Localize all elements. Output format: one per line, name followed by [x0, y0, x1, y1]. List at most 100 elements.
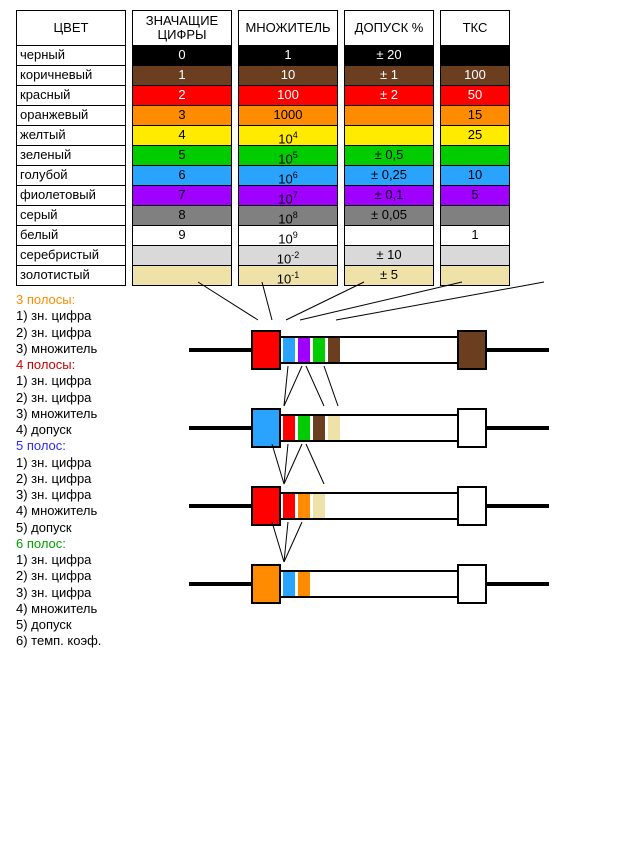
color-band	[283, 494, 295, 518]
endcap	[251, 564, 281, 604]
col-multiplier: МНОЖИТЕЛЬ 110100100010410510610710810910…	[238, 10, 338, 286]
multiplier-cell: 106	[238, 166, 338, 186]
legend-item: 5) допуск	[16, 617, 136, 633]
tkc-cell: 5	[440, 186, 510, 206]
digit-cell: 7	[132, 186, 232, 206]
digit-cell: 5	[132, 146, 232, 166]
resistor	[189, 478, 549, 534]
resistor-body	[281, 570, 457, 598]
digit-cell: 0	[132, 46, 232, 66]
lower-section: 3 полосы:1) зн. цифра2) зн. цифра3) множ…	[16, 292, 602, 650]
color-name: оранжевый	[16, 106, 126, 126]
tkc-cell: 50	[440, 86, 510, 106]
resistor	[189, 556, 549, 612]
legend-group-title: 5 полос:	[16, 438, 136, 454]
digit-cell: 8	[132, 206, 232, 226]
endcap	[251, 408, 281, 448]
multiplier-cell: 10-2	[238, 246, 338, 266]
multiplier-cell: 104	[238, 126, 338, 146]
tolerance-cell: ± 5	[344, 266, 434, 286]
digit-cell: 2	[132, 86, 232, 106]
legend-item: 1) зн. цифра	[16, 308, 136, 324]
digit-cell: 1	[132, 66, 232, 86]
color-band	[298, 572, 310, 596]
hdr-multiplier: МНОЖИТЕЛЬ	[238, 10, 338, 46]
color-name: серебристый	[16, 246, 126, 266]
col-color: ЦВЕТ черныйкоричневыйкрасныйоранжевыйжел…	[16, 10, 126, 286]
tkc-cell	[440, 46, 510, 66]
hdr-digits: ЗНАЧАЩИЕ ЦИФРЫ	[132, 10, 232, 46]
legend-item: 1) зн. цифра	[16, 373, 136, 389]
hdr-tkc: ТКС	[440, 10, 510, 46]
tkc-cell: 100	[440, 66, 510, 86]
legend-item: 6) темп. коэф.	[16, 633, 136, 649]
legend-group-title: 3 полосы:	[16, 292, 136, 308]
color-band	[298, 416, 310, 440]
color-band	[313, 416, 325, 440]
tkc-cell: 1	[440, 226, 510, 246]
lead	[189, 582, 251, 586]
multiplier-cell: 109	[238, 226, 338, 246]
color-name: золотистый	[16, 266, 126, 286]
tolerance-cell: ± 20	[344, 46, 434, 66]
color-name: серый	[16, 206, 126, 226]
lead	[487, 504, 549, 508]
tolerance-cell: ± 10	[344, 246, 434, 266]
color-band	[313, 338, 325, 362]
tkc-cell: 25	[440, 126, 510, 146]
color-band	[283, 572, 295, 596]
code-table: ЦВЕТ черныйкоричневыйкрасныйоранжевыйжел…	[16, 10, 602, 286]
multiplier-cell: 108	[238, 206, 338, 226]
digit-cell: 4	[132, 126, 232, 146]
tolerance-cell	[344, 126, 434, 146]
col-tolerance: ДОПУСК % ± 20± 1± 2± 0,5± 0,25± 0,1± 0,0…	[344, 10, 434, 286]
color-band	[283, 338, 295, 362]
endcap	[251, 486, 281, 526]
legend-item: 3) множитель	[16, 341, 136, 357]
color-band	[313, 494, 325, 518]
color-band	[298, 494, 310, 518]
endcap	[457, 330, 487, 370]
lead	[189, 504, 251, 508]
endcap	[251, 330, 281, 370]
color-name: зеленый	[16, 146, 126, 166]
endcap	[457, 408, 487, 448]
legend-item: 2) зн. цифра	[16, 568, 136, 584]
lead	[487, 348, 549, 352]
tkc-cell	[440, 146, 510, 166]
endcap	[457, 486, 487, 526]
color-name: красный	[16, 86, 126, 106]
tolerance-cell: ± 2	[344, 86, 434, 106]
multiplier-cell: 1	[238, 46, 338, 66]
resistor-diagrams	[136, 292, 602, 650]
col-tkc: ТКС 1005015251051	[440, 10, 510, 286]
digit-cell: 3	[132, 106, 232, 126]
color-name: белый	[16, 226, 126, 246]
lead	[487, 426, 549, 430]
multiplier-cell: 10-1	[238, 266, 338, 286]
lead	[189, 426, 251, 430]
resistor-body	[281, 414, 457, 442]
multiplier-cell: 10	[238, 66, 338, 86]
tolerance-cell: ± 1	[344, 66, 434, 86]
inter-resistor-lines	[284, 534, 618, 564]
tkc-cell: 10	[440, 166, 510, 186]
legend-group-title: 4 полосы:	[16, 357, 136, 373]
legend-item: 5) допуск	[16, 520, 136, 536]
hdr-color: ЦВЕТ	[16, 10, 126, 46]
legend-item: 1) зн. цифра	[16, 455, 136, 471]
tolerance-cell	[344, 106, 434, 126]
color-name: фиолетовый	[16, 186, 126, 206]
color-band	[298, 338, 310, 362]
legend-item: 3) зн. цифра	[16, 585, 136, 601]
digit-cell: 9	[132, 226, 232, 246]
multiplier-cell: 105	[238, 146, 338, 166]
color-band	[328, 338, 340, 362]
legend-item: 2) зн. цифра	[16, 325, 136, 341]
digit-cell	[132, 246, 232, 266]
tolerance-cell	[344, 226, 434, 246]
legend: 3 полосы:1) зн. цифра2) зн. цифра3) множ…	[16, 292, 136, 650]
col-digits: ЗНАЧАЩИЕ ЦИФРЫ 0123456789	[132, 10, 232, 286]
color-name: черный	[16, 46, 126, 66]
legend-item: 4) допуск	[16, 422, 136, 438]
